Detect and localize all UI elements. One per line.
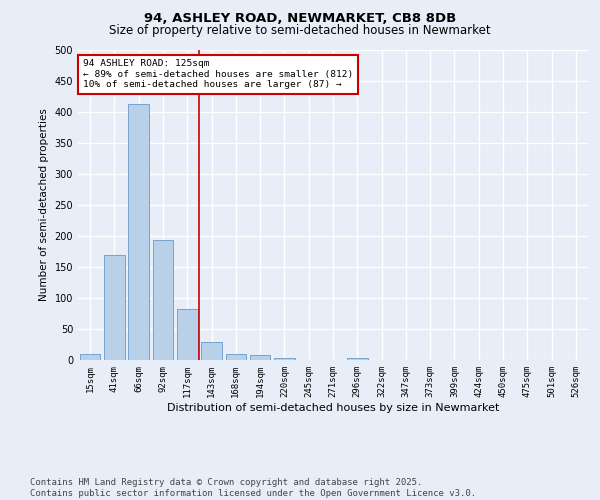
Bar xyxy=(347,358,368,360)
Bar xyxy=(177,309,197,360)
X-axis label: Distribution of semi-detached houses by size in Newmarket: Distribution of semi-detached houses by … xyxy=(167,402,499,412)
Bar xyxy=(226,354,246,360)
Bar xyxy=(104,254,125,360)
Bar xyxy=(80,354,100,360)
Text: Contains HM Land Registry data © Crown copyright and database right 2025.
Contai: Contains HM Land Registry data © Crown c… xyxy=(30,478,476,498)
Text: 94, ASHLEY ROAD, NEWMARKET, CB8 8DB: 94, ASHLEY ROAD, NEWMARKET, CB8 8DB xyxy=(144,12,456,26)
Bar xyxy=(201,342,222,360)
Text: Size of property relative to semi-detached houses in Newmarket: Size of property relative to semi-detach… xyxy=(109,24,491,37)
Bar xyxy=(128,104,149,360)
Y-axis label: Number of semi-detached properties: Number of semi-detached properties xyxy=(39,108,49,302)
Text: 94 ASHLEY ROAD: 125sqm
← 89% of semi-detached houses are smaller (812)
10% of se: 94 ASHLEY ROAD: 125sqm ← 89% of semi-det… xyxy=(83,60,353,89)
Bar xyxy=(250,355,271,360)
Bar xyxy=(152,240,173,360)
Bar xyxy=(274,358,295,360)
